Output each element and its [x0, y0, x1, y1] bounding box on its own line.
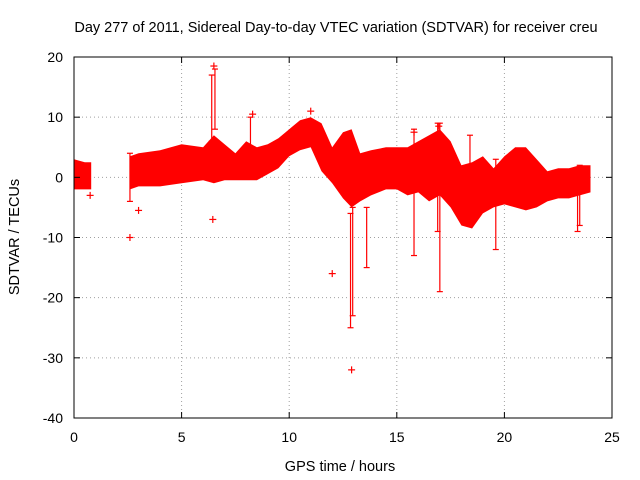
data-point — [328, 270, 336, 278]
x-tick-label: 20 — [497, 429, 513, 445]
data-point — [249, 110, 257, 118]
x-tick-label: 15 — [389, 429, 405, 445]
data-point — [126, 234, 134, 241]
y-tick-label: 0 — [55, 169, 63, 185]
x-tick-label: 0 — [70, 429, 78, 445]
y-tick-label: -40 — [43, 410, 63, 426]
data-point — [86, 191, 94, 199]
data-point — [210, 62, 218, 70]
y-axis-label: SDTVAR / TECUs — [7, 179, 23, 295]
sdtvar-band — [130, 117, 591, 229]
y-tick-label: -10 — [43, 230, 63, 246]
y-tick-label: -20 — [43, 290, 63, 306]
x-tick-label: 10 — [281, 429, 297, 445]
x-axis-label: GPS time / hours — [285, 459, 395, 475]
data-point — [307, 107, 315, 115]
data-point — [209, 215, 217, 223]
x-tick-label: 25 — [604, 429, 620, 445]
data-point — [435, 122, 443, 130]
data-point — [135, 206, 143, 214]
y-tick-label: 20 — [47, 49, 63, 65]
data-point — [410, 128, 418, 136]
grid-lines — [74, 57, 612, 418]
y-tick-label: 10 — [47, 109, 63, 125]
sdtvar-band — [74, 159, 92, 190]
x-tick-label: 5 — [178, 429, 186, 445]
data-layer — [74, 62, 591, 374]
y-tick-label: -30 — [43, 350, 63, 366]
axis-ticks: 0 5 10 15 20 25 20 10 0 -10 -20 -30 -40 — [43, 49, 620, 445]
data-point — [348, 366, 356, 374]
chart-title: Day 277 of 2011, Sidereal Day-to-day VTE… — [74, 20, 597, 36]
